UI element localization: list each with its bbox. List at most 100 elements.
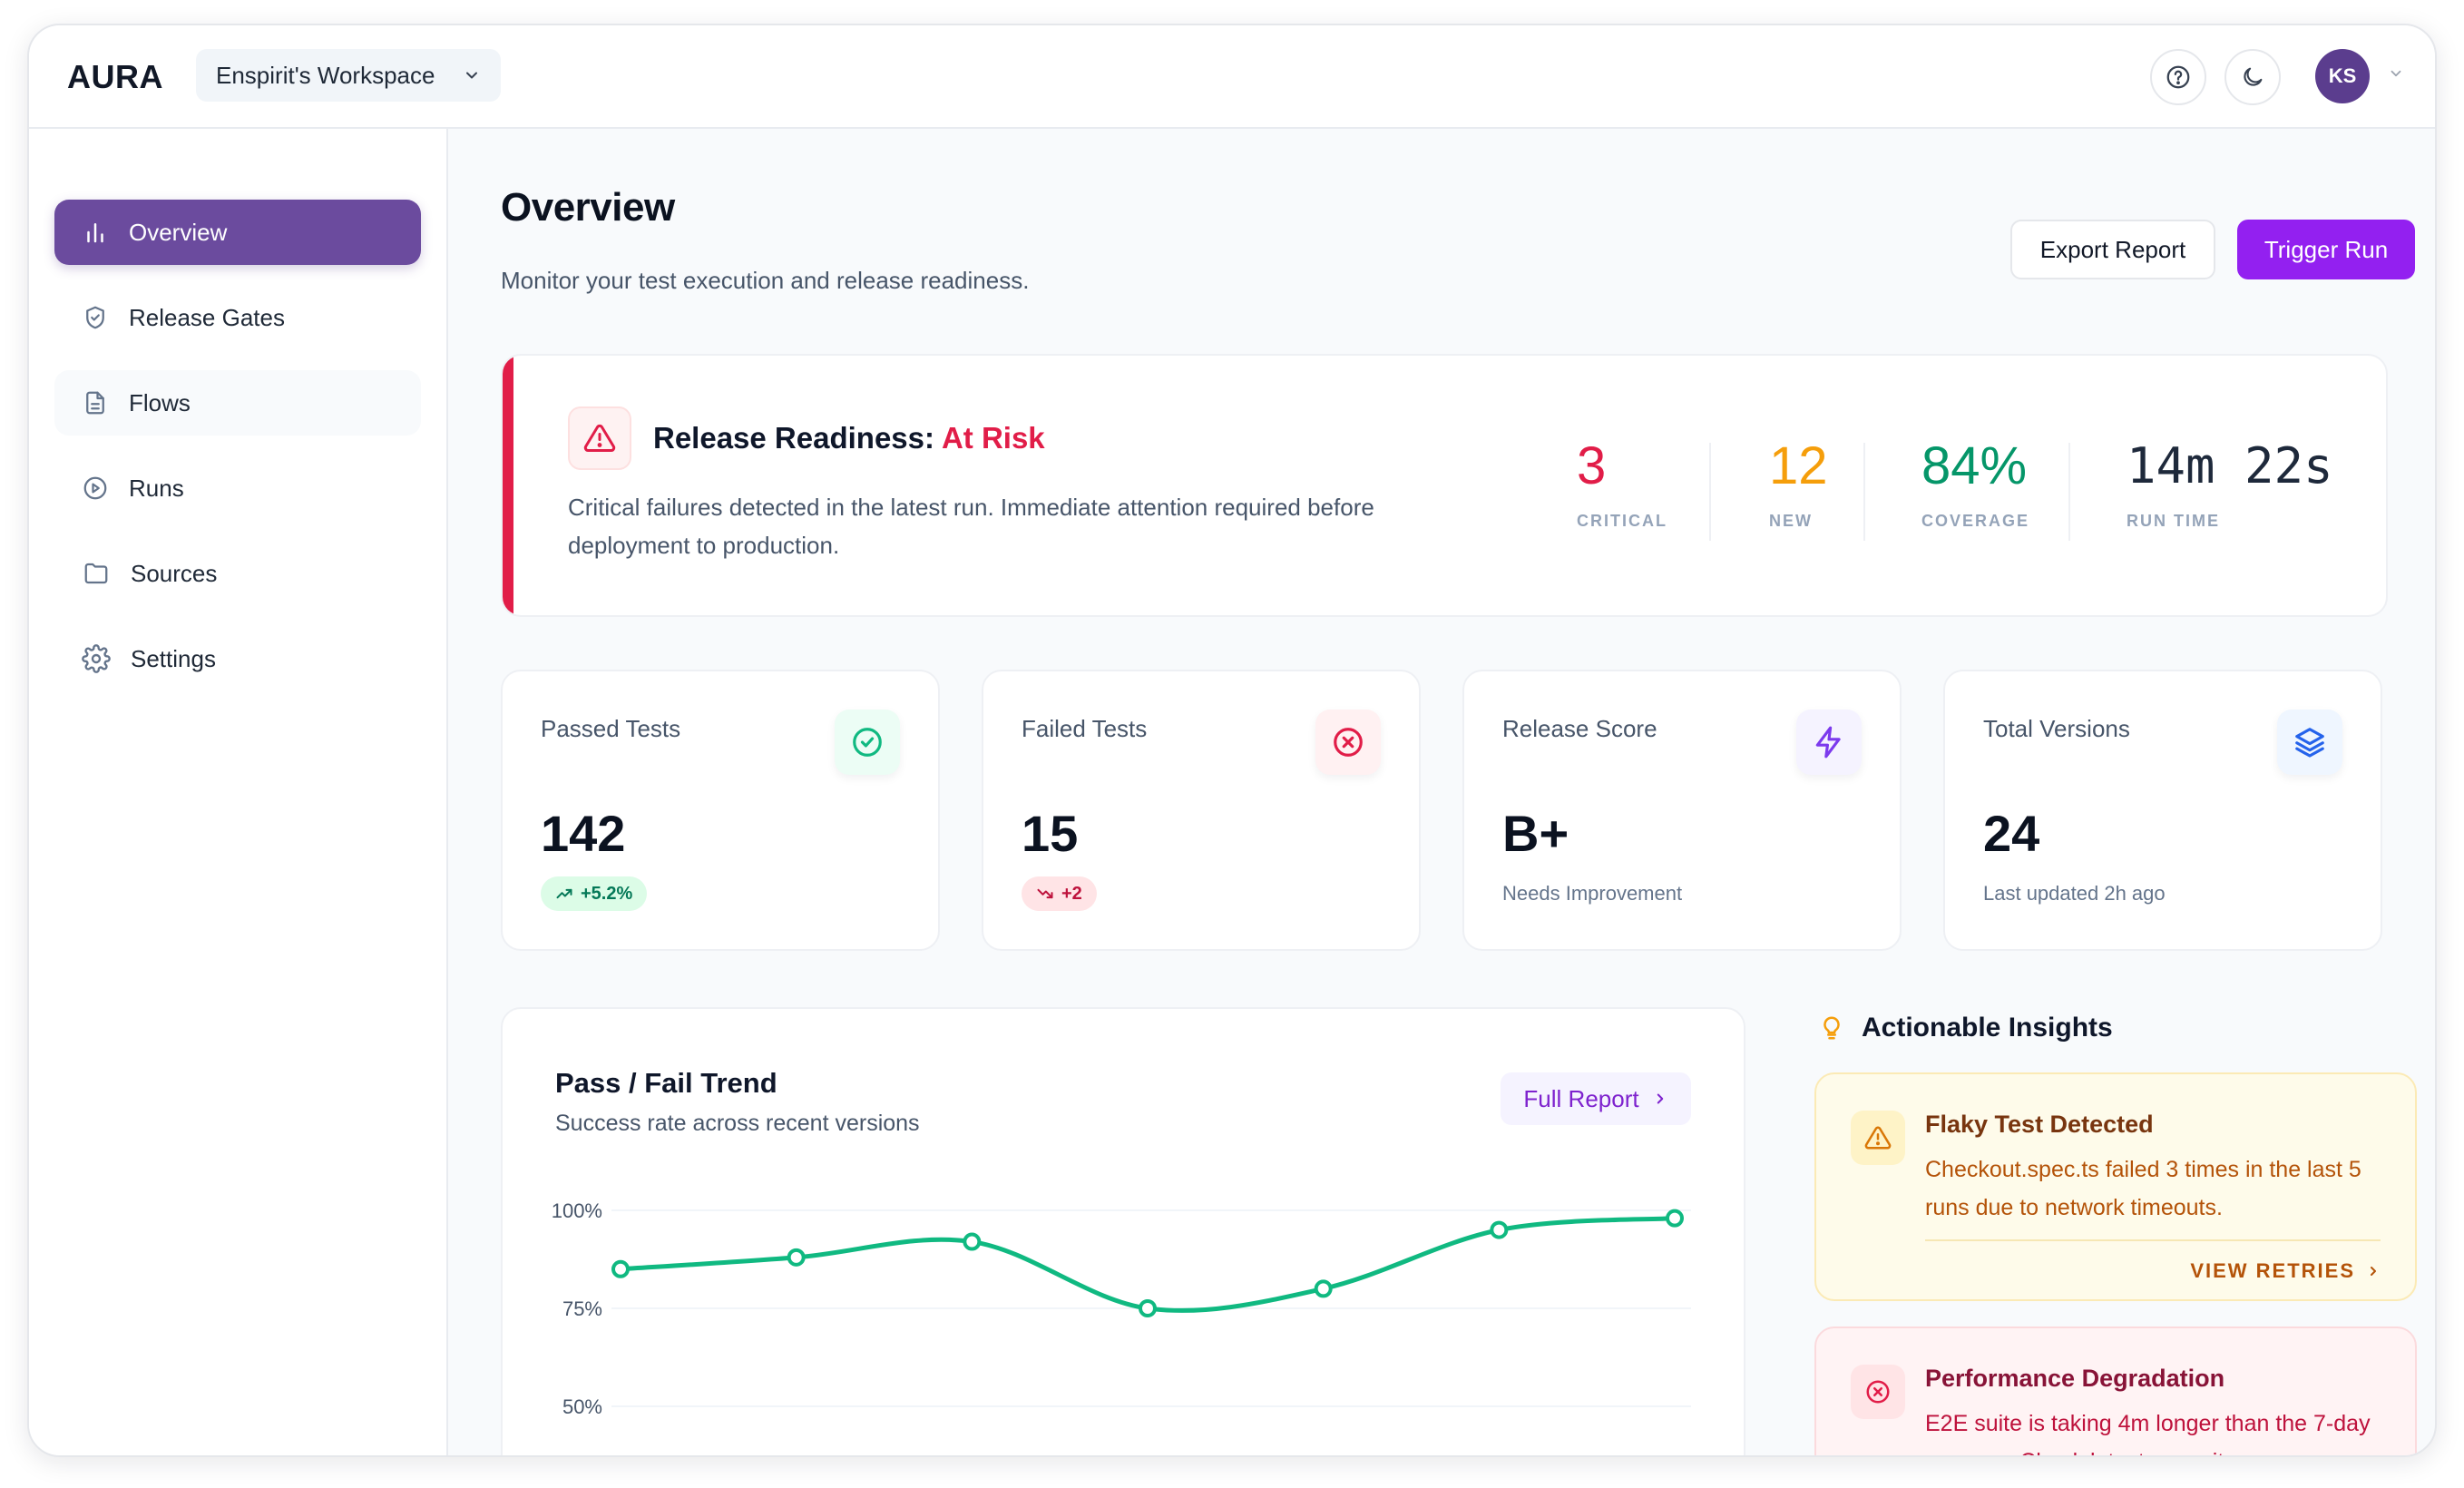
main-content: Overview Monitor your test execution and… <box>448 129 2435 1455</box>
data-point-4[interactable] <box>1314 1279 1333 1298</box>
stat-caption: Last updated 2h ago <box>1983 882 2166 905</box>
sidebar-item-overview[interactable]: Overview <box>54 200 421 265</box>
gear-icon <box>82 644 111 673</box>
metric-label: COVERAGE <box>1921 512 2030 530</box>
release-readiness-card: Release Readiness: At Risk Critical fail… <box>501 354 2388 617</box>
metric-critical: 3 CRITICAL <box>1577 439 1667 531</box>
app-logo[interactable]: AURA <box>67 58 163 95</box>
user-avatar[interactable]: KS <box>2315 49 2370 103</box>
trend-badge: +5.2% <box>541 876 648 911</box>
stat-card-total-versions[interactable]: Total Versions 24 Last updated 2h ago <box>1943 670 2382 951</box>
sidebar-item-label: Runs <box>129 474 184 502</box>
divider <box>1925 1239 2381 1241</box>
divider <box>1709 443 1711 541</box>
theme-toggle-button[interactable] <box>2224 49 2281 105</box>
sidebar: Overview Release Gates Flows Runs Source… <box>29 129 448 1455</box>
check-circle-icon <box>853 728 882 757</box>
readiness-title-prefix: Release Readiness: <box>653 421 942 455</box>
bar-chart-icon <box>87 223 103 243</box>
divider <box>2068 443 2070 541</box>
metric-label: NEW <box>1769 512 1813 530</box>
sidebar-item-release-gates[interactable]: Release Gates <box>54 285 421 350</box>
sidebar-item-settings[interactable]: Settings <box>54 626 421 691</box>
data-point-0[interactable] <box>611 1259 630 1278</box>
chevron-right-icon <box>1657 1093 1663 1104</box>
stat-card-failed[interactable]: Failed Tests 15 +2 <box>982 670 1421 951</box>
trend-badge-value: +5.2% <box>581 883 633 904</box>
trend-chart: 100% 75% 50% <box>552 1199 1691 1418</box>
metric-label: RUN TIME <box>2127 512 2220 530</box>
stat-label: Passed Tests <box>541 715 681 742</box>
divider <box>1863 443 1865 541</box>
workspace-name: Enspirit's Workspace <box>216 61 435 89</box>
data-point-6[interactable] <box>1666 1209 1684 1228</box>
trend-badge: +2 <box>1022 876 1097 911</box>
trigger-run-button[interactable]: Trigger Run <box>2237 220 2415 279</box>
alert-triangle-icon <box>583 424 616 452</box>
insight-icon-box <box>1851 1111 1905 1165</box>
sidebar-item-sources[interactable]: Sources <box>54 541 421 606</box>
stat-label: Failed Tests <box>1022 715 1148 742</box>
sidebar-item-label: Sources <box>131 559 218 587</box>
data-point-2[interactable] <box>963 1232 982 1251</box>
metric-new: 12 NEW <box>1769 439 1828 531</box>
metric-run-time: 14m 22s RUN TIME <box>2127 439 2333 531</box>
sidebar-item-label: Flows <box>129 388 191 416</box>
y-tick-label: 75% <box>562 1297 602 1320</box>
stat-label: Release Score <box>1502 715 1657 742</box>
top-bar: AURA Enspirit's Workspace KS <box>29 25 2435 129</box>
stat-card-passed[interactable]: Passed Tests 142 +5.2% <box>501 670 940 951</box>
chart-title: Pass / Fail Trend <box>555 1067 777 1099</box>
shield-check-icon <box>86 306 104 329</box>
insights-heading-text: Actionable Insights <box>1862 1013 2113 1043</box>
insight-card-flaky-test[interactable]: Flaky Test Detected Checkout.spec.ts fai… <box>1814 1072 2417 1301</box>
readiness-status: At Risk <box>941 421 1045 455</box>
data-point-3[interactable] <box>1139 1299 1157 1317</box>
stat-value: 15 <box>1022 805 1079 862</box>
chevron-down-icon <box>466 72 477 79</box>
series-line-0 <box>618 1216 1677 1313</box>
insights-heading: Actionable Insights <box>1818 1013 2113 1043</box>
metric-value: 12 <box>1769 436 1828 495</box>
chevron-down-icon[interactable] <box>2388 65 2404 82</box>
stat-value: 142 <box>541 805 626 862</box>
workspace-selector[interactable]: Enspirit's Workspace <box>196 49 501 102</box>
metric-value: 3 <box>1577 436 1607 495</box>
data-point-5[interactable] <box>1490 1220 1509 1239</box>
trending-down-icon <box>1037 888 1053 899</box>
stat-label: Total Versions <box>1983 715 2130 742</box>
app-window: AURA Enspirit's Workspace KS Overview Re… <box>27 24 2437 1457</box>
full-report-button[interactable]: Full Report <box>1501 1072 1691 1125</box>
folder-icon <box>84 563 108 584</box>
export-report-button[interactable]: Export Report <box>2010 220 2215 279</box>
x-circle-icon <box>1334 728 1363 757</box>
view-retries-link[interactable]: VIEW RETRIES <box>2190 1259 2381 1283</box>
insight-title: Performance Degradation <box>1925 1365 2225 1392</box>
y-tick-label: 100% <box>552 1199 602 1222</box>
moon-icon <box>2244 67 2263 86</box>
alert-triangle-icon <box>1864 1126 1892 1150</box>
sidebar-item-label: Settings <box>131 644 216 672</box>
document-icon <box>86 391 104 415</box>
page-title: Overview <box>501 185 675 230</box>
full-report-label: Full Report <box>1523 1084 1639 1112</box>
insight-description: Checkout.spec.ts failed 3 times in the l… <box>1925 1157 2361 1220</box>
metric-value: 14m 22s <box>2127 437 2333 494</box>
pass-fail-trend-card: 100% 75% 50% Pass / Fail Trend Success rat… <box>501 1007 1745 1455</box>
stat-card-release-score[interactable]: Release Score B+ Needs Improvement <box>1462 670 1902 951</box>
metric-value: 84% <box>1921 436 2028 495</box>
stat-icon-box <box>1315 710 1381 775</box>
insight-title: Flaky Test Detected <box>1925 1111 2154 1138</box>
insight-description: E2E suite is taking 4m longer than the 7… <box>1925 1411 2371 1455</box>
help-button[interactable] <box>2150 49 2206 105</box>
y-tick-label: 50% <box>562 1395 602 1418</box>
x-circle-icon <box>1866 1380 1890 1404</box>
data-point-1[interactable] <box>787 1248 806 1267</box>
sidebar-item-flows[interactable]: Flows <box>54 370 421 436</box>
stat-value: 24 <box>1983 805 2040 862</box>
sidebar-item-label: Release Gates <box>129 303 285 331</box>
chevron-right-icon <box>2371 1267 2376 1276</box>
layers-icon <box>2295 728 2324 758</box>
sidebar-item-runs[interactable]: Runs <box>54 455 421 521</box>
insight-card-performance[interactable]: Performance Degradation E2E suite is tak… <box>1814 1326 2417 1455</box>
